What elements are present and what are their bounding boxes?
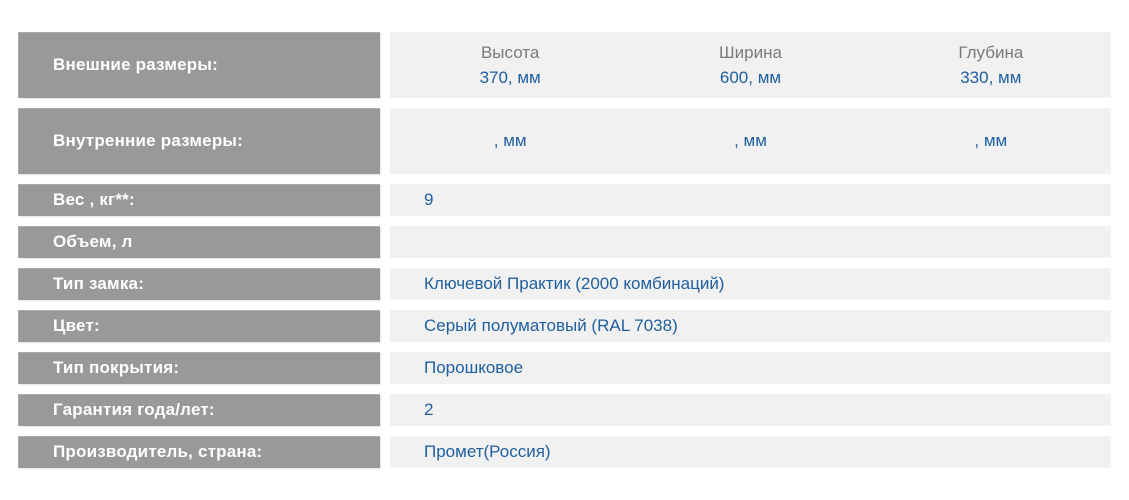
row-label-external-dimensions: Внешние размеры: [18,32,380,98]
row-label-coating-type: Тип покрытия: [18,352,380,384]
row-volume: Объем, л [18,226,1111,258]
dimension-column-width: Ширина 600, мм [630,32,870,98]
internal-dimension-column-width: , мм [630,108,870,174]
row-value-coating-type: Порошковое [390,352,1111,384]
row-label-volume: Объем, л [18,226,380,258]
dimension-value-depth: 330, мм [960,68,1022,87]
row-value-external-dimensions: Высота 370, мм Ширина 600, мм Глубина 33… [390,32,1111,98]
dimension-header-width: Ширина [719,42,782,62]
row-value-warranty: 2 [390,394,1111,426]
row-warranty: Гарантия года/лет: 2 [18,394,1111,426]
row-label-color: Цвет: [18,310,380,342]
internal-dimension-value-depth: , мм [974,131,1008,151]
row-internal-dimensions: Внутренние размеры: , мм , мм , мм [18,108,1111,174]
internal-dimension-column-height: , мм [390,108,630,174]
row-label-lock-type: Тип замка: [18,268,380,300]
row-weight: Вес , кг**: 9 [18,184,1111,216]
row-value-internal-dimensions: , мм , мм , мм [390,108,1111,174]
row-label-warranty: Гарантия года/лет: [18,394,380,426]
internal-dimension-value-height: , мм [493,131,527,151]
dimension-column-height: Высота 370, мм [390,32,630,98]
row-value-volume [390,226,1111,258]
row-label-manufacturer: Производитель, страна: [18,436,380,468]
row-lock-type: Тип замка: Ключевой Практик (2000 комбин… [18,268,1111,300]
row-value-lock-type: Ключевой Практик (2000 комбинаций) [390,268,1111,300]
row-coating-type: Тип покрытия: Порошковое [18,352,1111,384]
row-value-color: Серый полуматовый (RAL 7038) [390,310,1111,342]
row-label-internal-dimensions: Внутренние размеры: [18,108,380,174]
row-color: Цвет: Серый полуматовый (RAL 7038) [18,310,1111,342]
row-value-weight: 9 [390,184,1111,216]
internal-dimension-column-depth: , мм [871,108,1111,174]
row-manufacturer: Производитель, страна: Промет(Россия) [18,436,1111,468]
dimension-header-height: Высота [480,42,540,62]
specification-table: Внешние размеры: Высота 370, мм Ширина 6… [18,32,1111,478]
row-label-weight: Вес , кг**: [18,184,380,216]
row-external-dimensions: Внешние размеры: Высота 370, мм Ширина 6… [18,32,1111,98]
dimension-value-width: 600, мм [719,68,782,87]
dimension-header-depth: Глубина [958,42,1024,62]
internal-dimension-value-width: , мм [734,131,767,151]
dimension-value-height: 370, мм [479,68,541,87]
dimension-column-depth: Глубина 330, мм [871,32,1111,98]
row-value-manufacturer: Промет(Россия) [390,436,1111,468]
